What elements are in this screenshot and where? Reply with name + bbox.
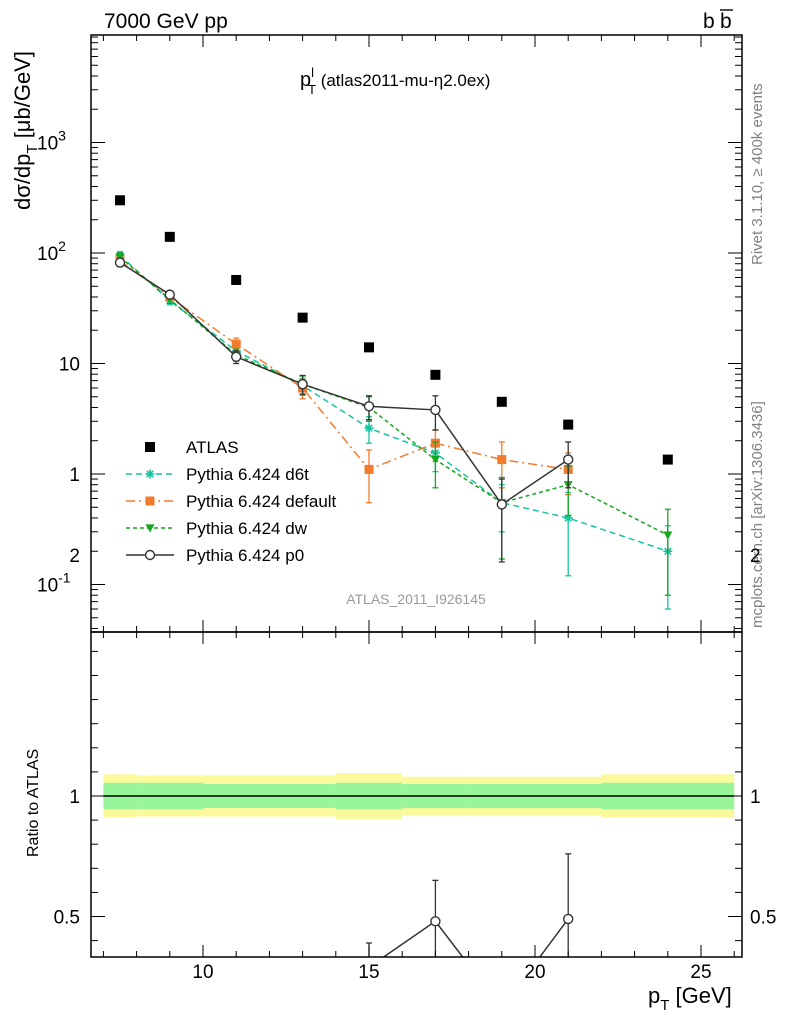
errorbar-p0 xyxy=(498,478,505,563)
point-p0 xyxy=(496,499,507,510)
x-tick-label: 10 xyxy=(192,962,213,983)
main-plot xyxy=(114,195,673,610)
point-p0 xyxy=(114,257,126,268)
ratio-frame xyxy=(90,631,743,958)
x-axis-label: pT [GeV] xyxy=(648,983,732,1014)
ratio-y-tick-label-left: 1 xyxy=(69,787,80,808)
ratio-y-tick-label-left: 0.5 xyxy=(54,908,80,929)
ratio-plot xyxy=(366,853,574,1024)
ratio-point-p0 xyxy=(497,1004,506,1013)
line-default xyxy=(119,260,569,471)
legend-label-dw: Pythia 6.424 dw xyxy=(186,519,308,538)
point-atlas xyxy=(563,419,574,430)
process-label-b: b xyxy=(703,10,715,33)
process-label: b b xyxy=(703,9,733,33)
point-default xyxy=(231,339,241,349)
ratio-point-p0 xyxy=(430,916,441,927)
point-d6t xyxy=(364,423,374,433)
point-atlas xyxy=(297,312,308,323)
point-p0 xyxy=(164,289,176,300)
ratio-bands xyxy=(103,773,735,819)
y-tick-label: 10 xyxy=(59,355,80,376)
errorbar-dw xyxy=(664,508,671,596)
point-p0 xyxy=(297,378,308,390)
legend: ATLAS Pythia 6.424 d6t Pythia 6.424 defaul… xyxy=(126,438,337,565)
analysis-label: ATLAS_2011_I926145 xyxy=(346,591,486,607)
axis-ticks: 10 15 20 25 10-1 1 10 102 103 0.5 0.5 1 1 2 2 xyxy=(37,35,776,983)
process-label-bbar: b xyxy=(720,10,732,33)
point-p0 xyxy=(430,404,441,416)
legend-label-p0: Pythia 6.424 p0 xyxy=(186,546,304,565)
legend-label-atlas: ATLAS xyxy=(186,438,239,457)
point-atlas xyxy=(115,195,125,206)
mcplots-label: mcplots.cern.ch [arXiv:1306.3436] xyxy=(749,401,766,628)
point-p0 xyxy=(563,454,574,465)
ratio-y-tick-label-right: 1 xyxy=(750,787,761,808)
point-atlas xyxy=(231,274,242,285)
legend-marker-atlas xyxy=(145,442,155,452)
x-tick-label: 25 xyxy=(690,962,711,983)
legend-marker-d6t xyxy=(145,469,155,479)
ratio-errorbar-p0 xyxy=(499,989,505,1024)
point-dw xyxy=(430,455,440,465)
point-atlas xyxy=(662,454,673,465)
y-tick-label: 103 xyxy=(37,128,66,155)
ratio-y-tick-label-right: 0.5 xyxy=(750,908,776,929)
main-frame xyxy=(90,34,743,633)
point-default xyxy=(497,455,507,465)
point-atlas xyxy=(496,396,507,407)
legend-marker-p0 xyxy=(144,549,156,561)
point-dw xyxy=(663,531,673,540)
point-atlas xyxy=(164,231,175,242)
point-atlas xyxy=(364,342,374,353)
errorbar-default xyxy=(366,449,372,504)
point-p0 xyxy=(363,401,375,412)
point-p0 xyxy=(230,351,242,362)
errorbar-p0 xyxy=(565,441,572,489)
y-tick-label: 10-1 xyxy=(37,570,71,597)
ratio-point-p0 xyxy=(563,913,574,925)
x-tick-label: 15 xyxy=(358,962,379,983)
legend-marker-default xyxy=(145,496,155,506)
rivet-label: Rivet 3.1.10, ≥ 400k events xyxy=(749,83,766,265)
ratio-y-tick-label-right: 2 xyxy=(750,546,761,567)
ratio-y-tick-label-left: 2 xyxy=(69,546,80,567)
y-tick-label: 1 xyxy=(69,465,80,486)
errorbar-dw xyxy=(432,441,439,489)
y-axis-label: dσ/dpT [μb/GeV] xyxy=(10,51,41,210)
ratio-y-axis-label: Ratio to ATLAS xyxy=(25,749,42,857)
plot-title: pl T (atlas2011-mu-η2.0ex) xyxy=(300,65,490,97)
point-default xyxy=(364,464,374,474)
legend-marker-dw xyxy=(145,524,155,533)
x-tick-label: 20 xyxy=(524,962,545,983)
y-tick-label: 102 xyxy=(37,238,66,265)
point-atlas xyxy=(430,369,441,380)
line-p0 xyxy=(119,261,569,506)
collision-label: 7000 GeV pp xyxy=(104,10,228,33)
legend-label-d6t: Pythia 6.424 d6t xyxy=(186,465,309,484)
ratio-line-p0 xyxy=(382,918,569,957)
legend-label-default: Pythia 6.424 default xyxy=(186,492,337,511)
